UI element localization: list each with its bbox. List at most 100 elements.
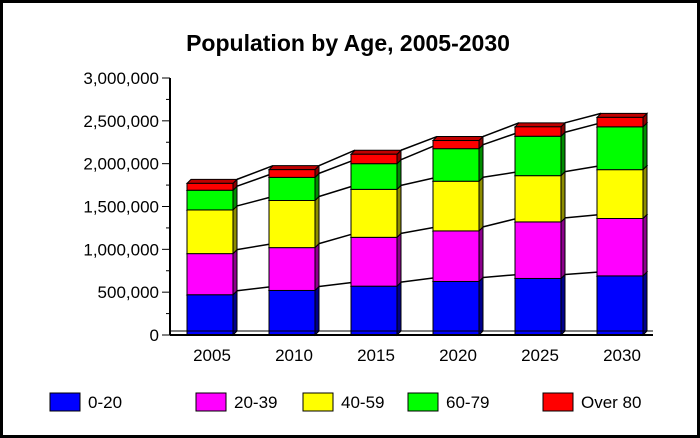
chart-area: Population by Age, 2005-2030 0 500,000 1,0… <box>49 30 653 412</box>
bar-segment <box>432 140 480 150</box>
connector-line <box>564 213 602 219</box>
bar-segment <box>350 236 398 287</box>
bar-side <box>478 176 484 233</box>
connector-line <box>400 176 438 187</box>
bar-segment <box>514 277 562 336</box>
bar-side <box>560 273 566 337</box>
axes: 0 500,000 1,000,000 1,500,000 2,000,000 2,500… <box>83 69 653 365</box>
bar-top <box>513 122 567 128</box>
connector-line <box>564 122 602 133</box>
connector-line <box>482 273 520 279</box>
connector-line <box>318 281 356 288</box>
bar-segment <box>514 126 562 137</box>
bar-side <box>314 242 320 292</box>
bar-segment <box>596 275 644 336</box>
connector-line <box>318 232 356 245</box>
bar-segment <box>268 200 316 249</box>
bar-side <box>396 184 402 239</box>
bar-segment <box>268 176 316 202</box>
bar-side <box>478 225 484 283</box>
bar-segment <box>514 135 562 177</box>
bar-side <box>396 232 402 288</box>
bar-segment <box>350 285 398 336</box>
legend-swatch <box>407 392 439 412</box>
y-tick-label: 2,500,000 <box>83 112 159 131</box>
connector-line <box>400 276 438 283</box>
connector-line <box>318 158 356 175</box>
x-tick-label: 2010 <box>275 346 313 365</box>
bar-side <box>560 216 566 280</box>
legend-swatch <box>302 392 334 412</box>
y-tick-label: 2,000,000 <box>83 155 159 174</box>
legend-label: 0-20 <box>88 393 122 412</box>
connector-line <box>564 271 602 276</box>
connector-line <box>236 164 274 181</box>
bar-side <box>560 131 566 177</box>
x-tick-label: 2030 <box>603 346 641 365</box>
connector-line <box>400 226 438 235</box>
bar-side <box>232 204 238 255</box>
bar-side <box>642 164 648 220</box>
bar-side <box>478 143 484 183</box>
bar-segment <box>514 175 562 223</box>
connector-line <box>400 143 438 161</box>
bar-top <box>431 136 485 142</box>
x-tick-label: 2015 <box>357 346 395 365</box>
series-connector-lines <box>236 112 602 292</box>
connector-line <box>236 195 274 207</box>
legend-label: 40-59 <box>341 393 384 412</box>
bar-side <box>232 248 238 296</box>
bar-side <box>396 280 402 337</box>
connector-line <box>564 164 602 173</box>
bar-segment <box>186 294 234 336</box>
bar-segment <box>350 163 398 190</box>
connector-line <box>236 242 274 251</box>
bar-segment <box>186 182 234 191</box>
bar-side <box>642 121 648 171</box>
x-tick-label: 2020 <box>439 346 477 365</box>
y-tick-label: 0 <box>150 326 159 345</box>
bar-segment <box>350 153 398 165</box>
bar-side <box>642 213 648 278</box>
legend-swatch <box>49 392 81 412</box>
legend-label: 20-39 <box>234 393 277 412</box>
connector-line <box>482 122 520 138</box>
y-tick-label: 3,000,000 <box>83 69 159 88</box>
connector-line <box>236 172 274 187</box>
bar-side <box>232 289 238 337</box>
bar-segment <box>268 247 316 291</box>
bar-segment <box>186 209 234 255</box>
y-tick-label: 500,000 <box>98 283 159 302</box>
bar-side <box>314 195 320 249</box>
bar-segment <box>432 180 480 232</box>
x-tick-label: 2025 <box>521 346 559 365</box>
bar-segment <box>186 253 234 296</box>
bar-segment <box>596 217 644 277</box>
connector-line <box>564 112 602 124</box>
y-tick-label: 1,000,000 <box>83 240 159 259</box>
bar-side <box>642 270 648 337</box>
bar-side <box>314 285 320 337</box>
connector-line <box>318 184 356 198</box>
connector-line <box>482 217 520 228</box>
bar-side <box>478 276 484 337</box>
y-tick-label: 1,500,000 <box>83 198 159 217</box>
legend-swatch <box>195 392 227 412</box>
bar-top <box>595 112 649 118</box>
bar-top <box>349 149 403 155</box>
x-tick-label: 2005 <box>193 346 231 365</box>
bar-segment <box>432 280 480 336</box>
bar-segment <box>432 230 480 282</box>
connector-line <box>236 285 274 292</box>
legend-swatch <box>542 392 574 412</box>
bar-segment <box>268 169 316 178</box>
bar-segment <box>186 189 234 211</box>
bar-segment <box>596 169 644 219</box>
connector-line <box>400 135 438 151</box>
bar-top <box>185 178 239 184</box>
bar-segment <box>268 289 316 336</box>
bar-side <box>560 170 566 224</box>
bar-segment <box>596 126 644 171</box>
chart-title: Population by Age, 2005-2030 <box>186 30 510 56</box>
